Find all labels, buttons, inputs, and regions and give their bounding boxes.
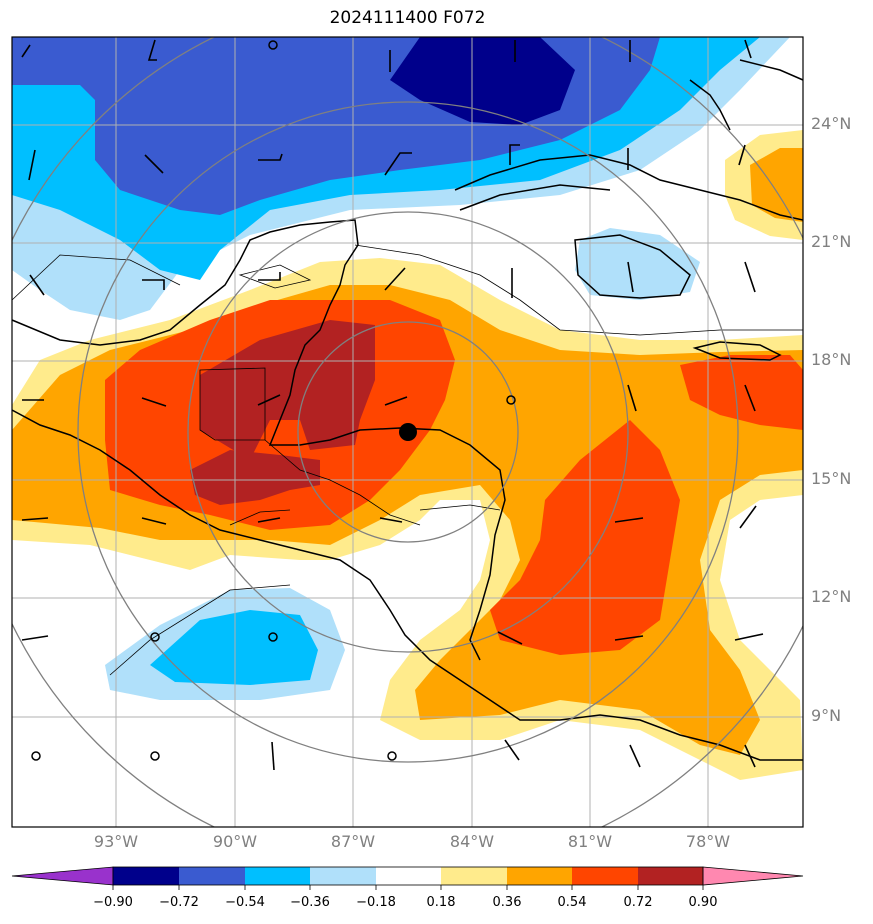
colorbar-segment <box>507 867 572 885</box>
contour-field <box>12 37 803 827</box>
longitude-label: 87°W <box>330 832 376 851</box>
colorbar-tick-label: 0.54 <box>557 895 587 910</box>
colorbar-segment <box>179 867 245 885</box>
colorbar-segment <box>11 866 114 886</box>
colorbar-tick-label: 0.36 <box>492 895 522 910</box>
contour-neg-036-cuba <box>575 228 700 300</box>
colorbar-segment <box>376 867 441 885</box>
longitude-label: 81°W <box>567 832 613 851</box>
longitude-label: 93°W <box>93 832 139 851</box>
range-rings <box>12 37 803 827</box>
contour-pos-054-east <box>490 420 680 655</box>
latitude-label: 18°N <box>811 350 852 369</box>
latitude-label: 24°N <box>811 114 852 133</box>
colorbar-segment <box>113 867 179 885</box>
map-frame <box>11 36 804 828</box>
wind-barbs <box>21 39 764 771</box>
borders <box>12 244 803 676</box>
colorbar-segment <box>638 867 703 885</box>
colorbar-segment <box>310 867 376 885</box>
colorbar-tick-label: 0.72 <box>623 895 653 910</box>
latitude-label: 12°N <box>811 587 852 606</box>
colorbar <box>11 866 804 890</box>
latitude-label: 9°N <box>811 706 842 725</box>
contour-pos-072-south <box>190 450 320 505</box>
colorbar-segment <box>245 867 310 885</box>
colorbar-tick-label: 0.90 <box>688 895 718 910</box>
coastlines <box>12 59 803 761</box>
graticule <box>12 37 803 827</box>
colorbar-tick-label: −0.36 <box>290 895 330 910</box>
longitude-label: 78°W <box>685 832 731 851</box>
latitude-label: 21°N <box>811 232 852 251</box>
longitude-label: 90°W <box>212 832 258 851</box>
colorbar-segment <box>572 867 638 885</box>
calm-wind-markers <box>31 40 516 761</box>
contour-pos-072 <box>200 320 375 460</box>
colorbar-tick-label: −0.54 <box>225 895 265 910</box>
colorbar-tick-label: −0.90 <box>93 895 133 910</box>
map-title: 2024111400 F072 <box>329 8 486 28</box>
contour-pos-054-ne <box>680 355 803 430</box>
longitude-label: 84°W <box>449 832 495 851</box>
contour-pos-036-ne-inner <box>750 148 803 222</box>
contour-neg-054-pacific <box>150 610 318 685</box>
colorbar-tick-label: −0.72 <box>159 895 199 910</box>
latitude-label: 15°N <box>811 469 852 488</box>
storm-center-marker <box>399 423 417 441</box>
colorbar-tick-label: −0.18 <box>356 895 396 910</box>
colorbar-tick-label: 0.18 <box>426 895 456 910</box>
colorbar-segment <box>702 866 804 886</box>
colorbar-segment <box>441 867 507 885</box>
